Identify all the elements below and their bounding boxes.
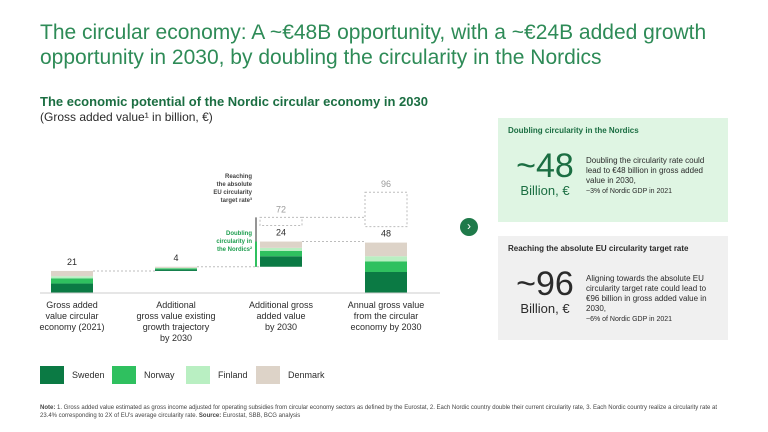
waterfall-chart: 21 4 24 48 72 96 Reaching the absolute EU circul…: [40, 174, 440, 294]
card-description: Aligning towards the absolute EU circula…: [586, 274, 716, 325]
legend-label-finland: Finland: [218, 370, 248, 380]
card-desc-small: ~3% of Nordic GDP in 2021: [586, 188, 673, 195]
legend-swatch-finland: [186, 366, 210, 384]
bar-segment-finland: [51, 276, 93, 279]
category-label-line: value circular: [45, 311, 99, 321]
category-label-line: Additional gross: [248, 300, 314, 310]
legend-swatch-denmark: [256, 366, 280, 384]
bar-segment-denmark: [51, 270, 93, 277]
legend-label-sweden: Sweden: [72, 370, 105, 380]
card-heading: Doubling circularity in the Nordics: [508, 126, 639, 135]
card-desc-text: Aligning towards the absolute EU circula…: [586, 274, 707, 313]
bar-segment-sweden: [155, 269, 197, 271]
source-label: Source:: [198, 413, 222, 419]
bar-segment-norway: [51, 278, 93, 284]
chevron-right-icon[interactable]: ›: [460, 218, 478, 236]
category-label-line: economy by 2030: [350, 322, 422, 332]
legend-swatch-norway: [112, 366, 136, 384]
category-label: Annual gross value from the circular econo…: [331, 300, 441, 333]
bar-segment-norway: [260, 251, 302, 257]
card-doubling: Doubling circularity in the Nordics ~48 …: [498, 118, 728, 222]
category-label-line: by 2030: [159, 333, 193, 343]
note-label: Note:: [40, 405, 56, 411]
category-label-line: from the circular: [353, 311, 419, 321]
bar-segment-denmark: [260, 241, 302, 248]
annotation-reaching-line: the absolute: [217, 182, 253, 188]
category-label-line: Gross added: [46, 300, 98, 310]
legend-label-norway: Norway: [144, 370, 175, 380]
bar-total-label: 24: [276, 228, 286, 238]
category-label-line: gross value existing: [136, 311, 216, 321]
source-text: Eurostat, SBB, BCG analysis: [221, 413, 301, 419]
card-big-number: ~48: [516, 147, 574, 185]
card-heading: Reaching the absolute EU circularity tar…: [508, 244, 689, 253]
card-desc-small: ~6% of Nordic GDP in 2021: [586, 316, 673, 323]
category-label: Additional gross value existing growth tra…: [121, 300, 231, 344]
bar-segment-sweden: [260, 256, 302, 267]
category-label-line: economy (2021): [39, 322, 105, 332]
card-reaching: Reaching the absolute EU circularity tar…: [498, 236, 728, 340]
dashed-potential-box: [259, 216, 303, 227]
annotation-reaching-line: Reaching: [225, 174, 252, 180]
card-big-figure: ~48 Billion, €: [510, 148, 580, 198]
card-big-number: ~96: [516, 265, 574, 303]
footnote: Note: 1. Gross added value estimated as …: [40, 404, 730, 420]
bar-segment-norway: [155, 268, 197, 270]
bar-segment-denmark: [365, 242, 407, 257]
card-big-unit: Billion, €: [520, 301, 570, 316]
category-label-line: Annual gross value: [347, 300, 425, 310]
dashed-potential-box: [364, 191, 408, 228]
category-label: Gross added value circular economy (2021): [17, 300, 127, 333]
page-title: The circular economy: A ~€48B opportunit…: [40, 21, 707, 69]
annotation-reaching-line: target rate³: [221, 197, 252, 204]
annotation-doubling-line: the Nordics²: [217, 246, 252, 253]
legend-swatch-sweden: [40, 366, 64, 384]
bar-segment-finland: [260, 247, 302, 251]
card-big-unit: Billion, €: [520, 183, 570, 198]
bar-total-label: 4: [173, 253, 178, 263]
bar-segment-finland: [365, 256, 407, 262]
card-big-figure: ~96 Billion, €: [510, 266, 580, 316]
legend-item-finland: Finland: [186, 366, 248, 384]
annotation-reaching-line: EU circularity: [213, 190, 252, 196]
card-desc-text: Doubling the circularity rate could lead…: [586, 156, 705, 185]
chart-title: The economic potential of the Nordic cir…: [40, 94, 428, 109]
dashed-total-label: 96: [381, 179, 391, 189]
legend-item-denmark: Denmark: [256, 366, 325, 384]
category-label-line: added value: [256, 311, 306, 321]
chart-subtitle: (Gross added value¹ in billion, €): [40, 110, 213, 124]
bar-segment-sweden: [365, 272, 407, 293]
card-description: Doubling the circularity rate could lead…: [586, 156, 716, 197]
annotation-doubling-line: Doubling: [226, 231, 252, 237]
category-label-line: Additional: [156, 300, 196, 310]
bar-segment-norway: [365, 261, 407, 272]
legend-item-sweden: Sweden: [40, 366, 105, 384]
bar-segment-sweden: [51, 283, 93, 293]
category-label-line: growth trajectory: [142, 322, 210, 332]
dashed-total-label: 72: [276, 204, 286, 214]
category-label: Additional gross added value by 2030: [226, 300, 336, 333]
category-label-line: by 2030: [264, 322, 298, 332]
annotation-doubling-line: circularity in: [216, 239, 252, 245]
legend-label-denmark: Denmark: [288, 370, 325, 380]
bar-segment-finland: [155, 267, 197, 269]
bar-total-label: 48: [381, 229, 391, 239]
bar-segment-denmark: [155, 266, 197, 268]
note-text: 1. Gross added value estimated as gross …: [40, 405, 717, 419]
legend-item-norway: Norway: [112, 366, 175, 384]
bar-total-label: 21: [67, 257, 77, 267]
